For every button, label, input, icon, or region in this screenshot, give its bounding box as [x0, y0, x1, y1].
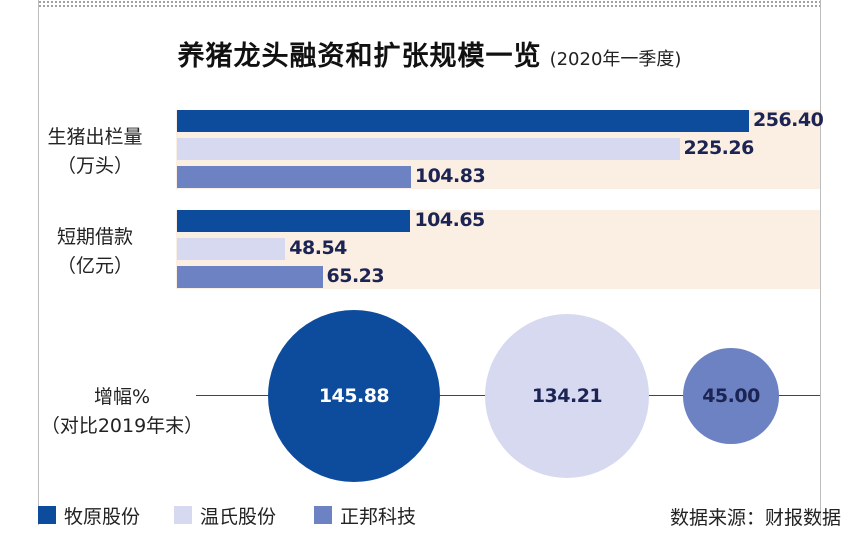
row-label-growth: 增幅% （对比2019年末） [22, 383, 222, 441]
bubble-zhengbang [683, 348, 779, 444]
bubble-value-wens: 134.21 [531, 385, 603, 407]
bar-loans-wens [177, 238, 286, 260]
bubble-value-zhengbang: 45.00 [702, 385, 760, 407]
row-label-growth-line1: 增幅% [93, 386, 151, 408]
bubble-muyuan [268, 310, 440, 482]
bar-output-wens [177, 138, 680, 160]
bar-output-zhengbang [177, 166, 411, 188]
bar-output-muyuan [177, 110, 749, 132]
bubble-wens [484, 313, 650, 479]
legend-swatch-zhengbang [314, 506, 332, 524]
legend-item-zhengbang: 正邦科技 [314, 503, 417, 528]
chart-title: 养猪龙头融资和扩张规模一览 [177, 41, 542, 72]
title-row: 养猪龙头融资和扩张规模一览 (2020年一季度) [0, 34, 859, 73]
value-label-output-muyuan: 256.40 [753, 109, 824, 131]
row-label-loans: 短期借款 （亿元） [30, 223, 160, 281]
legend-label-zhengbang: 正邦科技 [340, 505, 417, 528]
legend-item-wens: 温氏股份 [174, 503, 277, 528]
value-label-output-wens: 225.26 [683, 137, 755, 159]
bar-loans-zhengbang [177, 266, 323, 288]
legend-swatch-muyuan [38, 506, 56, 524]
left-frame-line [38, 0, 39, 525]
dotted-top-border [38, 0, 820, 8]
legend-item-muyuan: 牧原股份 [38, 503, 141, 528]
row-label-loans-line2: （亿元） [56, 255, 133, 277]
row-label-loans-line1: 短期借款 [56, 226, 133, 248]
row-label-output: 生猪出栏量 （万头） [30, 123, 160, 181]
row-label-output-line1: 生猪出栏量 [47, 126, 143, 148]
source-note: 数据来源：财报数据 [669, 507, 841, 529]
value-label-loans-wens: 48.54 [289, 237, 347, 259]
row-label-output-line2: （万头） [56, 155, 133, 177]
legend-label-wens: 温氏股份 [200, 505, 277, 528]
value-label-loans-muyuan: 104.65 [414, 209, 485, 231]
chart-subtitle: (2020年一季度) [549, 49, 682, 70]
value-label-output-zhengbang: 104.83 [414, 165, 486, 187]
legend-swatch-wens [174, 506, 192, 524]
legend-label-muyuan: 牧原股份 [64, 505, 141, 528]
bar-loans-muyuan [177, 210, 411, 232]
bubble-value-muyuan: 145.88 [318, 385, 390, 407]
value-label-loans-zhengbang: 65.23 [326, 265, 385, 287]
right-frame-line [820, 0, 821, 525]
row-label-growth-line2: （对比2019年末） [40, 415, 204, 437]
